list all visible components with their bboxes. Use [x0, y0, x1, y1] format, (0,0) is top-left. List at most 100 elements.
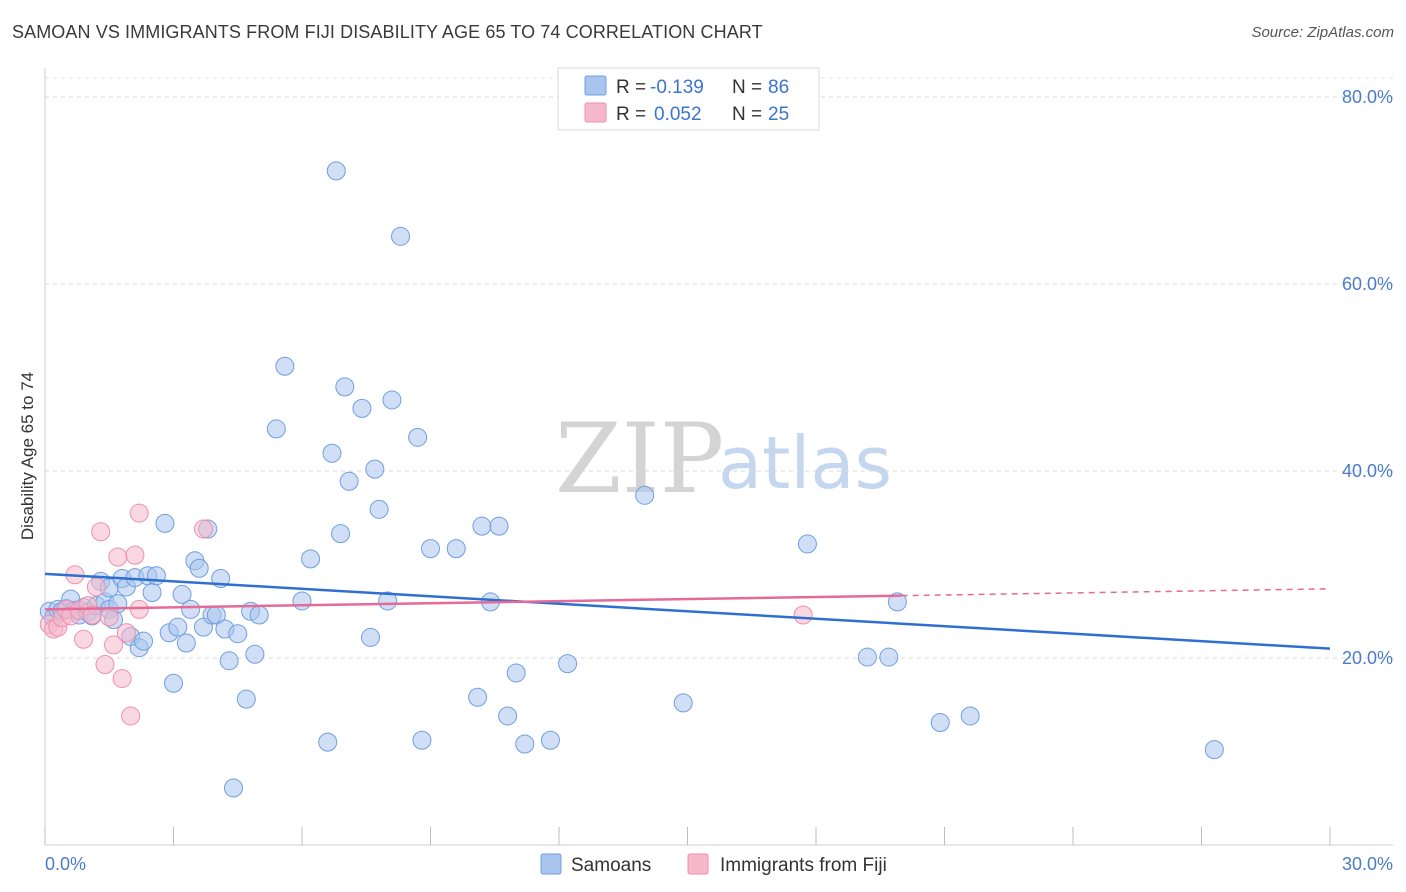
point-fiji: [121, 706, 141, 726]
point-samoans: [446, 539, 466, 559]
trend-line-samoans: [44, 572, 1331, 650]
point-fiji: [86, 577, 106, 597]
point-samoans: [797, 534, 817, 554]
legend-top: R = -0.139 N = 86 R = 0.052 N = 25: [557, 67, 820, 131]
point-samoans: [189, 558, 209, 578]
y-tick-label: 40.0%: [1342, 461, 1393, 481]
point-samoans: [326, 161, 346, 181]
point-samoans: [378, 591, 398, 611]
point-samoans: [361, 627, 381, 647]
point-samoans: [249, 605, 269, 625]
point-samoans: [275, 356, 295, 376]
legend-n-label-samoans: N =: [732, 77, 762, 98]
trend-line-fiji: [44, 594, 902, 611]
point-samoans: [540, 730, 560, 750]
legend-bottom-swatch-fiji: [687, 853, 709, 875]
point-samoans: [635, 485, 655, 505]
point-fiji: [95, 655, 115, 675]
point-samoans: [489, 516, 509, 536]
y-tick-labels: 20.0% 40.0% 60.0% 80.0%: [1342, 87, 1393, 668]
y-tick-label: 80.0%: [1342, 87, 1393, 107]
y-tick-label: 20.0%: [1342, 648, 1393, 668]
y-tick-label: 60.0%: [1342, 274, 1393, 294]
point-samoans: [318, 732, 338, 752]
point-samoans: [301, 549, 321, 569]
legend-r-label-samoans: R =: [616, 77, 646, 98]
legend-r-value-samoans: -0.139: [650, 77, 704, 98]
point-samoans: [382, 390, 402, 410]
point-samoans: [412, 730, 432, 750]
x-tick-label-max: 30.0%: [1342, 854, 1393, 874]
point-fiji: [129, 503, 149, 523]
point-samoans: [219, 651, 239, 671]
legend-bottom-swatch-samoans: [540, 853, 562, 875]
chart-title: SAMOAN VS IMMIGRANTS FROM FIJI DISABILIT…: [12, 22, 763, 42]
point-samoans: [1204, 740, 1224, 760]
point-fiji: [112, 669, 132, 689]
point-samoans: [134, 631, 154, 651]
point-samoans: [352, 398, 372, 418]
point-fiji: [193, 519, 213, 539]
trend-lines: [44, 572, 1331, 650]
watermark-atlas: atlas: [718, 421, 892, 505]
gridlines: [45, 77, 1393, 659]
point-samoans: [339, 471, 359, 491]
point-samoans: [930, 713, 950, 733]
legend-r-label-fiji: R =: [616, 104, 646, 125]
point-fiji: [116, 623, 136, 643]
point-samoans: [468, 687, 488, 707]
legend-swatch-fiji: [584, 102, 607, 123]
point-samoans: [176, 633, 196, 653]
legend-bottom: Samoans Immigrants from Fiji: [540, 853, 887, 876]
legend-n-value-fiji: 25: [768, 104, 789, 125]
point-samoans: [266, 419, 286, 439]
point-samoans: [421, 539, 440, 559]
point-samoans: [391, 226, 411, 246]
x-tick-label-min: 0.0%: [45, 854, 86, 874]
point-samoans: [331, 524, 351, 544]
point-samoans: [168, 617, 188, 637]
point-samoans: [365, 459, 385, 479]
point-fiji: [91, 522, 111, 542]
point-samoans: [335, 377, 355, 397]
legend-bottom-label-samoans: Samoans: [571, 855, 651, 876]
point-samoans: [146, 566, 166, 586]
point-samoans: [960, 706, 980, 726]
point-samoans: [369, 499, 389, 519]
point-samoans: [857, 647, 877, 667]
point-fiji: [104, 635, 124, 655]
point-samoans: [879, 647, 899, 667]
point-samoans: [408, 427, 428, 447]
legend-bottom-label-fiji: Immigrants from Fiji: [720, 855, 887, 876]
point-samoans: [322, 443, 342, 463]
legend-r-value-fiji: 0.052: [654, 104, 702, 125]
point-fiji: [99, 607, 119, 627]
point-samoans: [142, 583, 162, 603]
point-samoans: [172, 584, 192, 604]
point-samoans: [164, 673, 183, 693]
point-samoans: [292, 591, 312, 611]
point-samoans: [506, 663, 526, 683]
x-ticks: [44, 827, 1331, 845]
trend-line-fiji-extension: [901, 588, 1331, 597]
point-samoans: [558, 654, 578, 674]
legend-swatch-samoans: [584, 75, 607, 96]
watermark: ZIP atlas: [555, 403, 892, 515]
point-samoans: [236, 689, 256, 709]
data-points: [39, 161, 1224, 798]
point-samoans: [181, 599, 201, 619]
source-credit: Source: ZipAtlas.com: [1251, 24, 1394, 41]
point-fiji: [108, 547, 128, 567]
point-samoans: [245, 644, 265, 664]
point-samoans: [673, 693, 693, 713]
point-fiji: [129, 599, 149, 619]
point-samoans: [228, 624, 248, 644]
point-samoans: [223, 778, 243, 798]
legend-n-label-fiji: N =: [732, 104, 762, 125]
axes: [44, 68, 1393, 846]
y-axis-title: Disability Age 65 to 74: [18, 372, 37, 540]
point-samoans: [472, 516, 492, 536]
point-samoans: [155, 513, 175, 533]
legend-n-value-samoans: 86: [768, 77, 789, 98]
